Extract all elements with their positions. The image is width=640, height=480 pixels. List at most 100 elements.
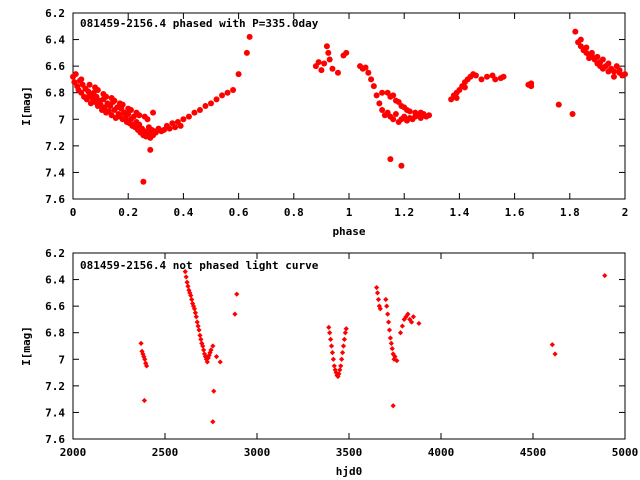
data-point bbox=[484, 73, 490, 80]
data-point bbox=[142, 356, 148, 362]
y-tick-label: 6.6 bbox=[45, 60, 65, 73]
data-point bbox=[187, 290, 193, 296]
y-tick-labels: 6.2 6.4 6.6 6.8 7 7.2 7.4 7.6 bbox=[45, 7, 65, 206]
data-point bbox=[374, 284, 380, 291]
data-point bbox=[376, 303, 382, 309]
x-tick-label: 0.6 bbox=[229, 206, 249, 219]
data-point bbox=[326, 56, 333, 63]
data-point bbox=[342, 330, 348, 336]
data-point bbox=[202, 354, 209, 360]
data-point bbox=[390, 116, 397, 123]
y-tick-label: 6.4 bbox=[45, 274, 65, 287]
y-tick-label: 7.2 bbox=[45, 140, 65, 153]
data-points bbox=[138, 269, 608, 425]
x-tick-labels: 2000 2500 3000 3500 4000 4500 5000 bbox=[60, 446, 639, 459]
data-point bbox=[339, 356, 345, 362]
y-tick-label: 7.4 bbox=[45, 406, 65, 419]
data-point bbox=[329, 65, 336, 72]
data-point bbox=[325, 49, 332, 56]
data-point bbox=[386, 327, 393, 333]
data-point bbox=[125, 105, 132, 112]
data-point bbox=[122, 110, 129, 117]
plot-frame bbox=[72, 12, 626, 200]
data-point bbox=[213, 96, 220, 103]
data-point bbox=[387, 156, 394, 163]
data-point bbox=[368, 76, 375, 83]
data-point bbox=[315, 59, 322, 66]
data-point bbox=[549, 342, 555, 348]
data-point bbox=[141, 354, 147, 360]
data-point bbox=[336, 371, 342, 377]
data-point bbox=[327, 330, 333, 336]
x-tick-label: 1.6 bbox=[505, 206, 525, 219]
data-point bbox=[492, 76, 499, 83]
data-point bbox=[108, 95, 115, 102]
data-point bbox=[478, 76, 485, 83]
data-point bbox=[365, 69, 372, 76]
y-tick-label: 7 bbox=[58, 113, 65, 126]
x-tick-label: 2 bbox=[622, 206, 629, 219]
data-point bbox=[188, 292, 194, 299]
data-point bbox=[597, 63, 604, 70]
data-point bbox=[331, 363, 337, 369]
data-point bbox=[385, 311, 391, 317]
x-tick-label: 1.8 bbox=[560, 206, 580, 219]
data-point bbox=[374, 290, 381, 296]
y-tick-labels: 6.2 6.4 6.6 6.8 7 7.2 7.4 7.6 bbox=[45, 247, 65, 446]
data-point bbox=[185, 283, 191, 289]
x-tick-label: 0.8 bbox=[284, 206, 304, 219]
data-point bbox=[185, 113, 192, 120]
data-point bbox=[210, 343, 216, 349]
data-point bbox=[500, 73, 507, 80]
data-point bbox=[338, 363, 344, 369]
data-point bbox=[334, 69, 341, 76]
y-tick-label: 7.6 bbox=[45, 193, 65, 206]
data-point bbox=[379, 106, 386, 113]
data-point bbox=[528, 80, 535, 87]
data-point bbox=[377, 306, 383, 312]
data-point bbox=[583, 44, 590, 51]
y-tick-label: 7.6 bbox=[45, 433, 65, 446]
data-points bbox=[70, 28, 628, 185]
data-point bbox=[230, 87, 237, 94]
data-point bbox=[390, 92, 397, 99]
data-point bbox=[555, 101, 562, 108]
data-point bbox=[72, 71, 79, 78]
data-point bbox=[406, 108, 413, 115]
data-point bbox=[184, 279, 190, 285]
data-point bbox=[318, 67, 325, 74]
data-point bbox=[343, 49, 350, 56]
data-point bbox=[116, 100, 123, 107]
data-point bbox=[191, 306, 198, 312]
data-point bbox=[599, 56, 606, 63]
data-point bbox=[100, 91, 107, 98]
data-point bbox=[189, 296, 195, 303]
data-point bbox=[586, 55, 593, 62]
data-point bbox=[213, 354, 220, 360]
data-point bbox=[398, 162, 405, 169]
data-point bbox=[147, 134, 154, 141]
data-point bbox=[577, 36, 584, 43]
data-point bbox=[387, 335, 393, 341]
y-tick-label: 6.4 bbox=[45, 34, 65, 47]
data-point bbox=[328, 343, 335, 349]
data-point bbox=[195, 323, 201, 329]
data-point bbox=[141, 397, 147, 404]
data-point bbox=[605, 68, 612, 75]
data-point bbox=[343, 326, 349, 332]
data-point bbox=[190, 303, 197, 309]
data-point bbox=[224, 89, 231, 96]
y-tick-label: 6.8 bbox=[45, 327, 65, 340]
data-point bbox=[392, 110, 399, 117]
x-axis-label: phase bbox=[332, 225, 365, 238]
data-point bbox=[207, 350, 213, 356]
data-point bbox=[193, 314, 199, 320]
data-point bbox=[323, 43, 330, 50]
data-point bbox=[389, 346, 395, 352]
data-point bbox=[201, 347, 207, 353]
data-point bbox=[330, 356, 336, 362]
data-point bbox=[610, 68, 617, 75]
data-point bbox=[370, 83, 377, 90]
data-point bbox=[172, 124, 179, 131]
data-point bbox=[194, 319, 200, 325]
